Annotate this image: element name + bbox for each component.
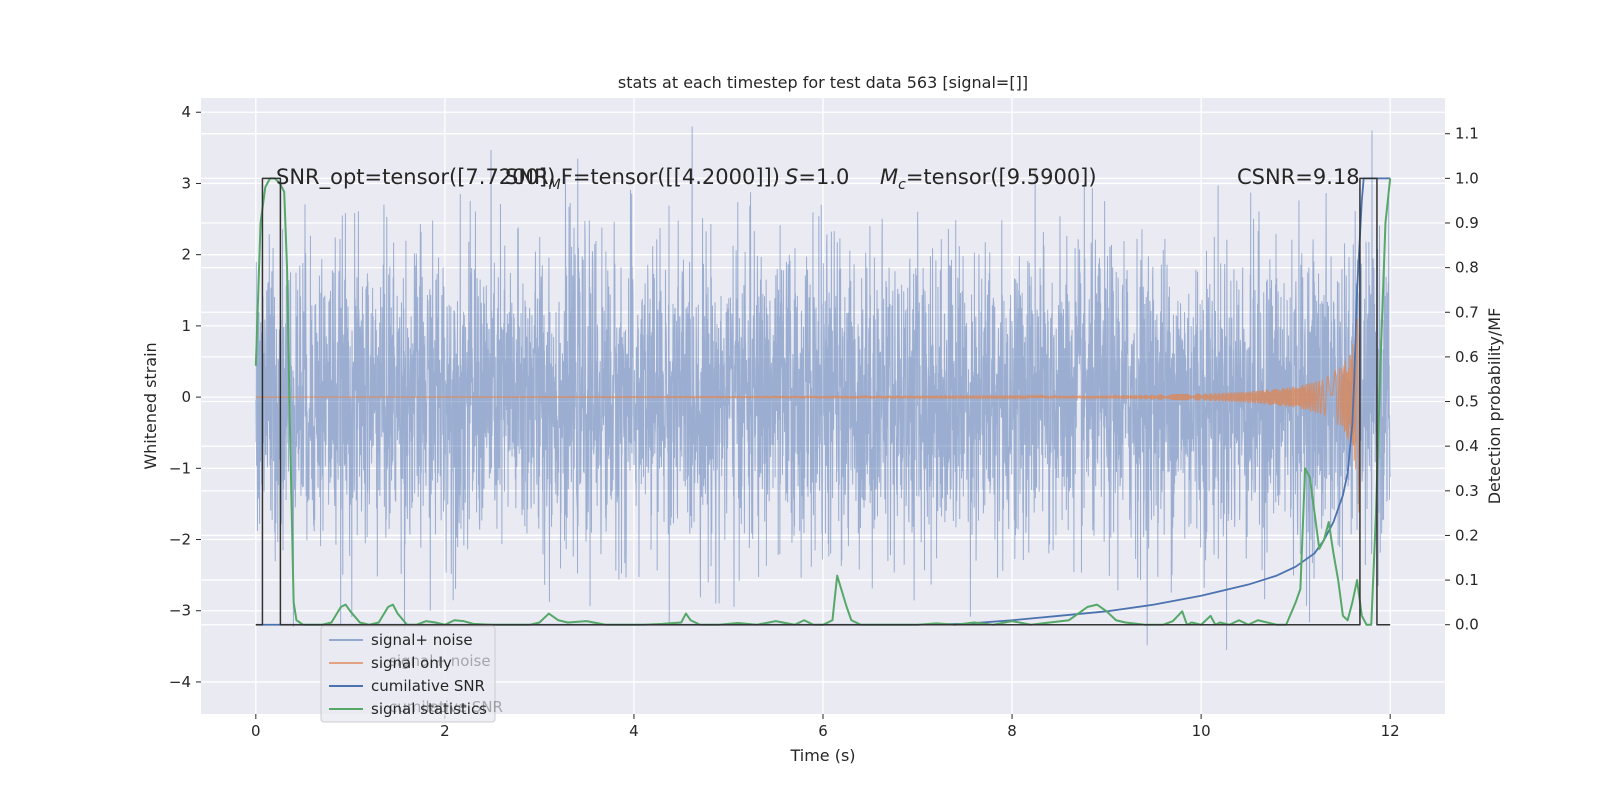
x-tick-label-1: 2 [440,722,450,740]
series-signal-noise [255,126,1391,650]
y2-tick-label-8: 0.8 [1455,259,1479,277]
y2-tick-label-3: 0.3 [1455,482,1479,500]
y2-tick-label-11: 1.1 [1455,125,1479,143]
window-trace [255,177,1391,626]
x-axis-ticks: 0 2 4 6 8 10 12 [251,714,1400,740]
x-tick-label-4: 8 [1007,722,1017,740]
series-detection-window [255,177,1391,626]
y2-tick-label-7: 0.7 [1455,303,1479,321]
legend-label-noise: signal+ noise [371,631,473,649]
y-tick-label-0: −4 [169,673,191,691]
y-tick-label-1: −3 [169,602,191,620]
y2-tick-label-10: 1.0 [1455,169,1479,187]
y-tick-label-4: 0 [181,388,191,406]
legend-ghost-text-2: cumilative SNR [389,698,503,716]
y-tick-label-3: −1 [169,459,191,477]
legend: signal+ noise cumilative SNR signal+ noi… [320,625,503,723]
y2-axis-label: Detection probability/MF [1485,308,1504,505]
series-cumilative-snr [255,177,1391,626]
legend-ghost-text-1: signal+ noise [389,652,491,670]
x-tick-label-5: 10 [1192,722,1211,740]
y-axis-label: Whitened strain [141,342,160,469]
y-tick-label-8: 4 [181,103,191,121]
noise-trace [255,126,1391,650]
y2-tick-label-5: 0.5 [1455,393,1479,411]
y2-tick-label-0: 0.0 [1455,616,1479,634]
annotation-s: S=1.0 [785,165,849,189]
signal-trace [255,318,1360,513]
y-tick-label-6: 2 [181,246,191,264]
annotation-csnr: CSNR=9.18 [1237,165,1360,189]
y2-axis-ticks: 0.0 0.1 0.2 0.3 0.4 0.5 0.6 0.7 0.8 0.9 1.0 1.1 [1445,125,1479,634]
y-axis-ticks: −4 −3 −2 −1 0 1 2 3 4 [169,103,201,691]
y2-tick-label-6: 0.6 [1455,348,1479,366]
y2-tick-label-2: 0.2 [1455,526,1479,544]
y2-tick-label-9: 0.9 [1455,214,1479,232]
x-axis-label: Time (s) [789,746,855,765]
x-tick-label-3: 6 [818,722,828,740]
x-tick-label-2: 4 [629,722,639,740]
legend-label-signal: signal only [371,654,452,672]
x-tick-label-0: 0 [251,722,261,740]
legend-box [320,625,496,723]
annotation-snr-mf: SNRMF=tensor([[4.2000]]) [505,165,780,193]
chart-title: stats at each timestep for test data 563… [618,73,1028,92]
annotation-snr-opt: SNR_opt=tensor([7.7200]) [276,165,555,190]
y2-tick-label-4: 0.4 [1455,437,1479,455]
legend-label-csnr: cumilative SNR [371,677,485,695]
annotation-mc: Mc=tensor([9.5900]) [880,165,1097,193]
y-tick-label-7: 3 [181,174,191,192]
csnr-trace [255,177,1391,626]
series-signal-only [255,318,1360,513]
legend-label-stats: signal statistics [371,700,487,718]
y2-tick-label-1: 0.1 [1455,571,1479,589]
y-tick-label-5: 1 [181,317,191,335]
x-tick-label-6: 12 [1381,722,1400,740]
y-tick-label-2: −2 [169,531,191,549]
